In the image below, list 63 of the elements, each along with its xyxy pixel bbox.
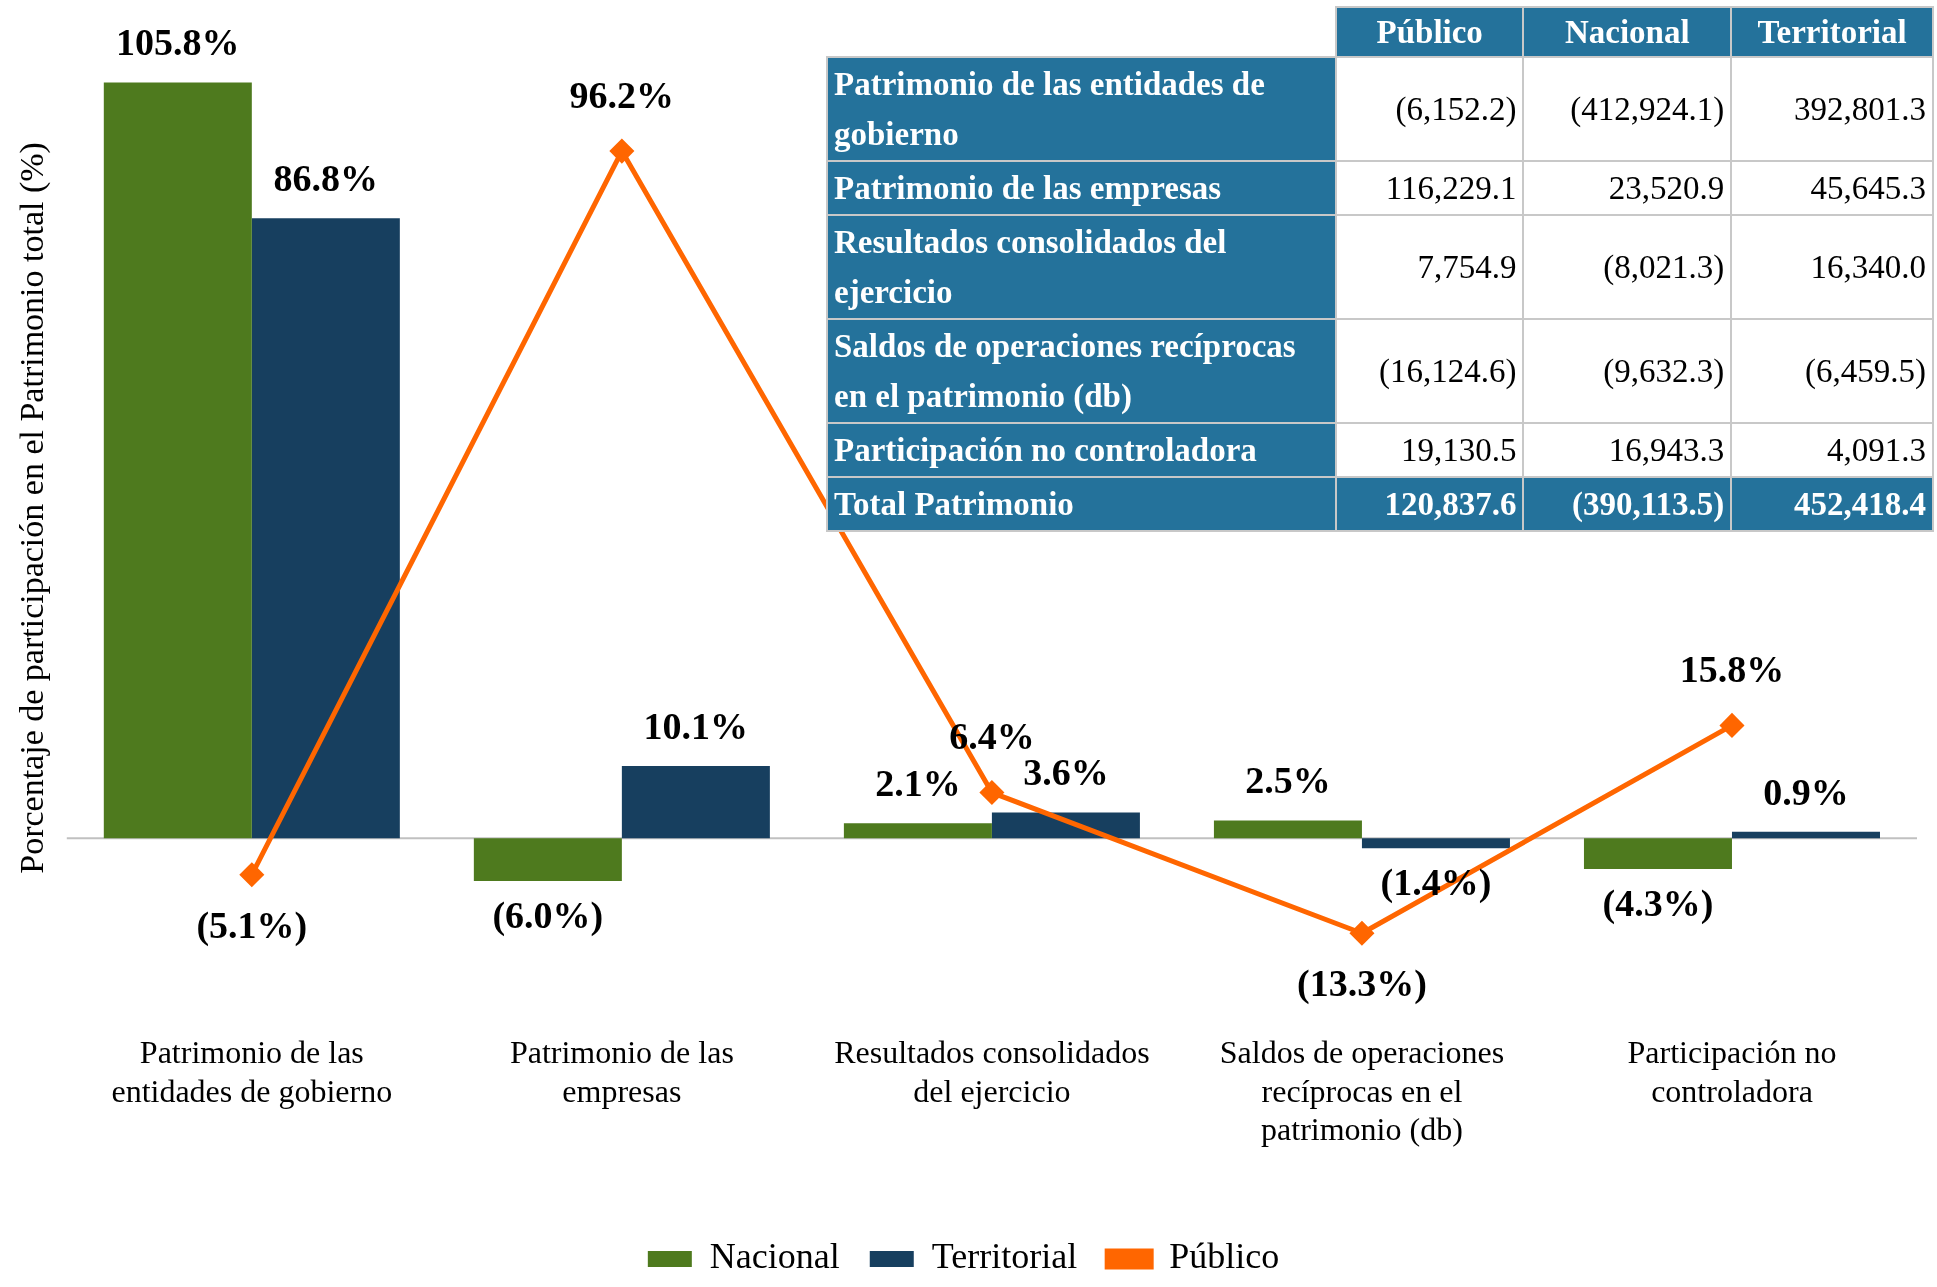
- category-label: Patrimonio de las empresas: [834, 170, 1222, 206]
- text: 45,645.3: [1810, 170, 1926, 206]
- category-label: Saldos de operaciones recíprocas en el patrimonio (db): [834, 328, 1296, 414]
- category-label: Nacional: [1523, 7, 1732, 57]
- text: 120,837.6: [1384, 486, 1517, 522]
- text: 392,801.3: [1794, 91, 1926, 127]
- data-label: (5.1%): [196, 903, 308, 947]
- bar: [1731, 831, 1880, 839]
- category-label: Total Patrimonio: [834, 486, 1074, 522]
- text: 16,340.0: [1810, 249, 1926, 285]
- data-label: 3.6%: [1023, 751, 1109, 794]
- data-label: (13.3%): [1297, 962, 1427, 1006]
- data-label: 0.9%: [1763, 770, 1849, 813]
- point: [240, 863, 264, 887]
- data-label: 15.8%: [1679, 648, 1785, 691]
- bar: [621, 766, 770, 839]
- text: (8,021.3): [1603, 249, 1725, 285]
- text: 7,754.9: [1417, 249, 1517, 285]
- text: (412,924.1): [1570, 91, 1725, 127]
- point: [980, 781, 1004, 805]
- data-label: 86.8%: [273, 157, 379, 200]
- text: 4,091.3: [1827, 432, 1926, 468]
- bar: [1583, 838, 1732, 869]
- text: 16,943.3: [1608, 432, 1725, 468]
- data-label: 2.5%: [1245, 759, 1331, 802]
- category-label: Territorial: [1731, 7, 1933, 57]
- x-tick-label: Participación no controladora: [1627, 1034, 1837, 1109]
- x-tick-label: Resultados consolidados del ejercicio: [834, 1034, 1150, 1109]
- text: (6,152.2): [1395, 91, 1517, 127]
- text: (390,113.5): [1572, 486, 1725, 522]
- category-label: Público: [1336, 7, 1524, 57]
- x-tick-label: Saldos de operaciones recíprocas en el patrimonio (db): [1219, 1034, 1505, 1148]
- y-axis-title: Porcentaje de participación en el Patrimonio total (%): [13, 142, 52, 874]
- data-label: 2.1%: [875, 762, 961, 805]
- category-label: Participación no controladora: [834, 432, 1257, 468]
- text: 23,520.9: [1608, 170, 1725, 206]
- text: 116,229.1: [1385, 170, 1517, 206]
- data-label: (4.3%): [1602, 881, 1714, 925]
- category-label: Resultados consolidados del ejercicio: [834, 224, 1227, 310]
- bar: [473, 838, 622, 882]
- bar: [103, 82, 252, 839]
- bar: [1213, 820, 1362, 839]
- text: 19,130.5: [1400, 432, 1517, 468]
- text: (16,124.6): [1378, 353, 1517, 389]
- data-label: 10.1%: [643, 704, 749, 747]
- category-label: Patrimonio de las entidades de gobierno: [834, 66, 1265, 152]
- data-label: 96.2%: [569, 73, 675, 116]
- point: [1350, 921, 1374, 945]
- text: (9,632.3): [1603, 353, 1725, 389]
- legend-label: Nacional: [709, 1236, 840, 1277]
- text: 452,418.4: [1794, 486, 1926, 522]
- x-tick-label: Patrimonio de las entidades de gobierno: [111, 1034, 393, 1109]
- data-label: (6.0%): [492, 893, 604, 937]
- bar: [843, 823, 992, 839]
- data-label: 105.8%: [116, 21, 240, 64]
- legend-label: Territorial: [931, 1236, 1078, 1277]
- text: (6,459.5): [1805, 353, 1926, 389]
- bar: [251, 218, 400, 839]
- x-tick-label: Patrimonio de las empresas: [509, 1034, 734, 1109]
- legend-label: Público: [1169, 1236, 1280, 1277]
- bar: [1361, 838, 1510, 849]
- point: [1720, 713, 1744, 737]
- point: [610, 139, 634, 163]
